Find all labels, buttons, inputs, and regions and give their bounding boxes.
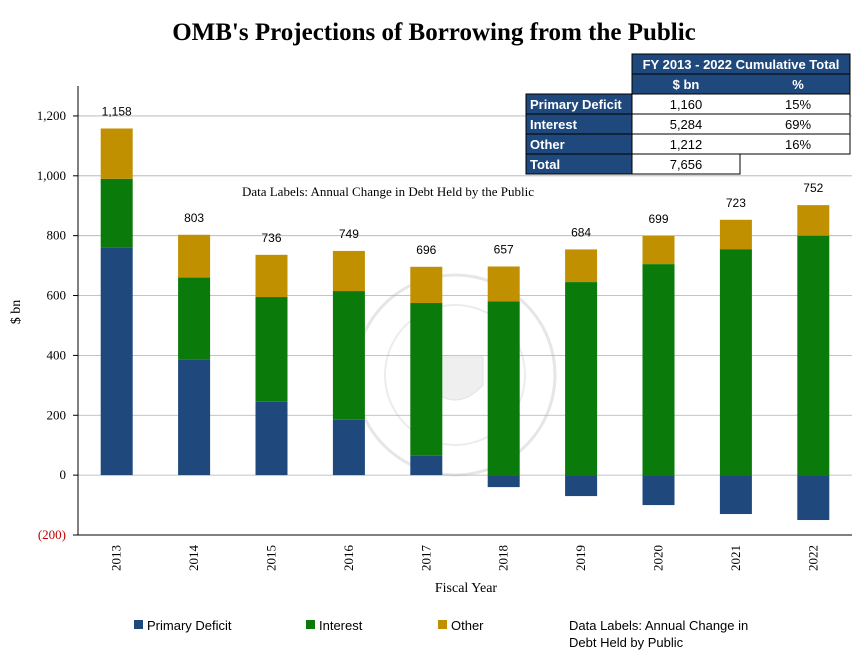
legend-label-other: Other (451, 618, 484, 633)
table-value-cell (631, 153, 741, 175)
table-subheader-cell (631, 73, 851, 95)
bar-primary-deficit-2022 (797, 475, 830, 521)
bar-interest-2022 (797, 235, 830, 476)
x-tick-label-2022: 2022 (805, 545, 820, 571)
x-tick-label-2020: 2020 (651, 545, 666, 571)
table-col-pct: % (792, 77, 804, 92)
seal-ring-inner (384, 304, 526, 446)
bar-interest-2014 (178, 277, 211, 360)
table-row-label: Other (530, 137, 565, 152)
x-tick-label-2019: 2019 (573, 545, 588, 571)
bar-interest-2017 (410, 303, 443, 456)
cumulative-table: FY 2013 - 2022 Cumulative Total $ bn % Prim… (525, 53, 851, 175)
data-label-2017: 696 (416, 243, 436, 257)
legend: Primary Deficit Interest Other Data Labels:… (134, 618, 748, 650)
annotation: Data Labels: Annual Change in Debt Held … (242, 184, 534, 199)
table-value-bn: 1,160 (670, 97, 703, 112)
bar-interest-2019 (565, 282, 598, 476)
x-tick-label-2017: 2017 (418, 545, 433, 572)
x-tick-label-2018: 2018 (496, 545, 511, 571)
y-tick-label: 0 (60, 467, 67, 482)
data-label-2022: 752 (803, 181, 823, 195)
bar-interest-2018 (487, 301, 520, 476)
bar-primary-deficit-2014 (178, 359, 211, 476)
bar-interest-2013 (100, 178, 133, 248)
chart-title: OMB's Projections of Borrowing from the … (172, 19, 696, 46)
bar-other-2014 (178, 234, 211, 278)
bar-primary-deficit-2021 (719, 475, 752, 515)
bar-primary-deficit-2015 (255, 401, 288, 476)
y-tick-label: (200) (38, 527, 66, 542)
legend-note-line1: Data Labels: Annual Change in (569, 618, 748, 633)
data-label-2018: 657 (494, 242, 514, 256)
data-label-2021: 723 (726, 196, 746, 210)
table-header: FY 2013 - 2022 Cumulative Total (643, 57, 840, 72)
bar-primary-deficit-2019 (565, 475, 598, 497)
data-label-2019: 684 (571, 225, 591, 239)
table-value-cell (631, 93, 851, 115)
x-tick-label-2015: 2015 (264, 545, 279, 571)
y-tick-label: 600 (47, 288, 67, 303)
legend-swatch-interest (306, 620, 315, 629)
bar-other-2017 (410, 266, 443, 304)
table-row-label: Primary Deficit (530, 97, 622, 112)
bar-other-2019 (565, 249, 598, 283)
bar-interest-2021 (719, 249, 752, 476)
table-row-label: Total (530, 157, 560, 172)
bar-primary-deficit-2016 (332, 419, 365, 476)
legend-note-line2: Debt Held by Public (569, 635, 684, 650)
bar-interest-2016 (332, 291, 365, 420)
bar-interest-2015 (255, 297, 288, 402)
axes: (200) 0 200 400 600 800 1,000 1,200 2013 2014 2015… (37, 86, 852, 571)
x-tick-label-2021: 2021 (728, 545, 743, 571)
table-value-pct: 15% (785, 97, 811, 112)
table-col-bn: $ bn (673, 77, 700, 92)
x-axis-label: Fiscal Year (435, 581, 498, 596)
bar-primary-deficit-2013 (100, 247, 133, 476)
table-value-bn: 1,212 (670, 137, 703, 152)
table-value-cell (631, 133, 851, 155)
table-value-bn: 7,656 (670, 157, 703, 172)
data-label-2020: 699 (648, 212, 668, 226)
legend-label-primary-deficit: Primary Deficit (147, 618, 232, 633)
bar-other-2020 (642, 235, 675, 265)
data-label-2014: 803 (184, 211, 204, 225)
bar-other-2021 (719, 219, 752, 250)
bar-other-2016 (332, 250, 365, 292)
y-tick-label: 400 (47, 347, 67, 362)
treasury-seal-watermark (353, 273, 557, 477)
table-value-pct: 16% (785, 137, 811, 152)
bar-other-2018 (487, 266, 520, 302)
legend-swatch-primary-deficit (134, 620, 143, 629)
table-value-pct: 69% (785, 117, 811, 132)
table-value-bn: 5,284 (670, 117, 703, 132)
y-tick-label: 1,200 (37, 108, 66, 123)
legend-label-interest: Interest (319, 618, 363, 633)
data-labels: 1,158 803 736 749 696 657 684 699 723 752 (102, 105, 824, 257)
bar-primary-deficit-2018 (487, 475, 520, 488)
legend-swatch-other (438, 620, 447, 629)
bar-primary-deficit-2020 (642, 475, 675, 506)
data-label-2013: 1,158 (102, 105, 132, 119)
bar-interest-2020 (642, 264, 675, 476)
bar-other-2022 (797, 205, 830, 236)
table-value-cell (631, 113, 851, 135)
y-tick-label: 1,000 (37, 168, 66, 183)
table-row-label: Interest (530, 117, 578, 132)
bars (100, 128, 830, 521)
bar-other-2015 (255, 254, 288, 298)
data-label-2016: 749 (339, 227, 359, 241)
y-tick-label: 800 (47, 228, 67, 243)
y-axis-label: $ bn (9, 300, 24, 325)
x-tick-label-2014: 2014 (186, 545, 201, 572)
x-tick-label-2013: 2013 (109, 545, 124, 571)
x-tick-label-2016: 2016 (341, 545, 356, 572)
bar-other-2013 (100, 128, 133, 179)
data-label-2015: 736 (261, 231, 281, 245)
bar-primary-deficit-2017 (410, 455, 443, 476)
y-tick-label: 200 (47, 407, 67, 422)
